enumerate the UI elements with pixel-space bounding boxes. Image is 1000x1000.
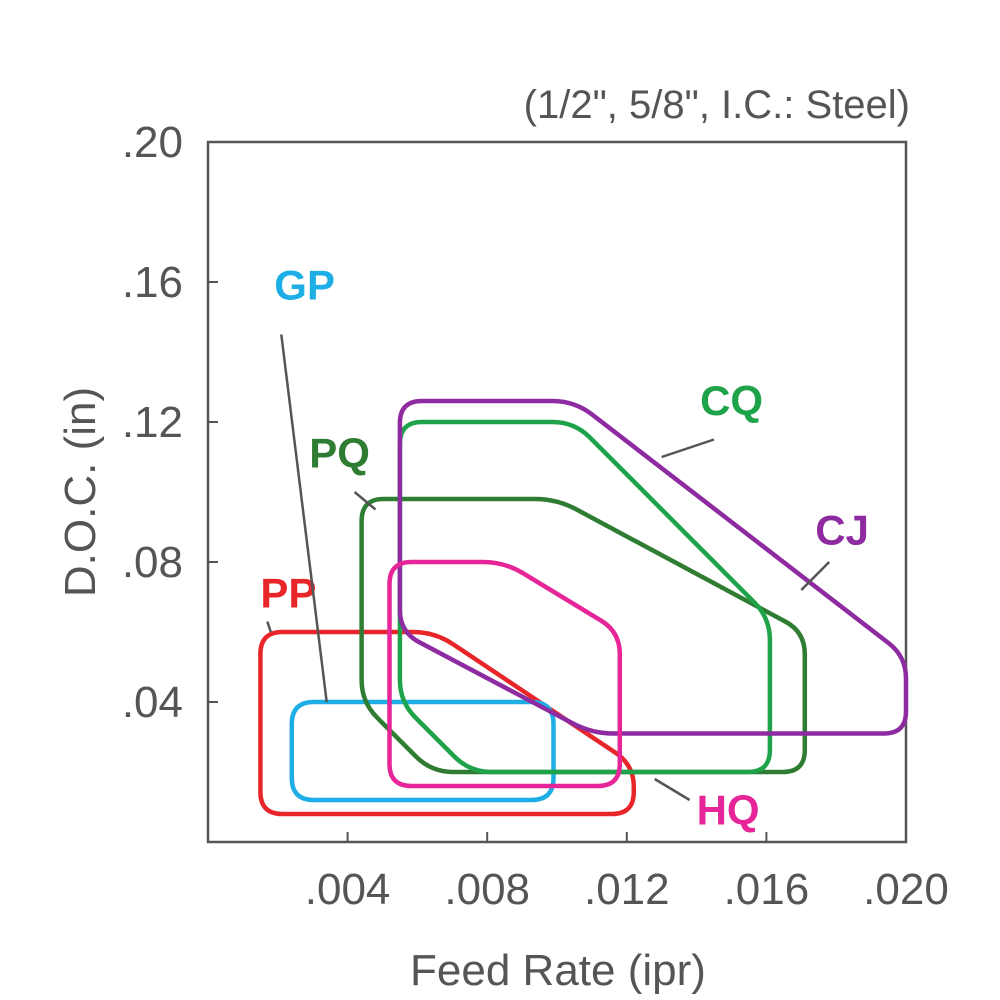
leader-line-pp bbox=[266, 621, 272, 633]
leader-line-hq bbox=[654, 777, 691, 802]
y-tick-label: .12 bbox=[122, 398, 183, 447]
plot-frame bbox=[206, 140, 908, 844]
x-axis-label: Feed Rate (ipr) bbox=[410, 946, 706, 995]
region-hq bbox=[387, 559, 623, 789]
region-label-cj: CJ bbox=[815, 507, 869, 554]
region-label-gp: GP bbox=[274, 262, 335, 309]
region-label-pp: PP bbox=[260, 570, 316, 617]
x-tick-label: .008 bbox=[444, 865, 530, 914]
x-tick-label: .012 bbox=[584, 865, 670, 914]
region-pp bbox=[258, 629, 637, 817]
region-cq bbox=[397, 419, 773, 775]
y-tick-label: .16 bbox=[122, 258, 183, 307]
region-cj bbox=[397, 398, 909, 736]
region-gp bbox=[289, 699, 556, 803]
leader-line-cj bbox=[800, 561, 831, 591]
x-tick-label: .020 bbox=[863, 865, 949, 914]
x-tick-label: .004 bbox=[305, 865, 391, 914]
chart-note: (1/2", 5/8", I.C.: Steel) bbox=[524, 83, 910, 127]
leader-line-pq bbox=[353, 491, 377, 511]
x-tick-label: .016 bbox=[724, 865, 810, 914]
x-axis-ticks: .004 .008 .012 .016 .020 bbox=[305, 832, 949, 914]
y-axis-ticks: .04 .08 .12 .16 .20 bbox=[122, 118, 218, 727]
y-tick-label: .04 bbox=[122, 678, 183, 727]
y-tick-label: .20 bbox=[122, 118, 183, 167]
region-label-pq: PQ bbox=[309, 430, 370, 477]
region-label-cq: CQ bbox=[700, 377, 763, 424]
y-tick-label: .08 bbox=[122, 538, 183, 587]
region-label-hq: HQ bbox=[697, 787, 760, 834]
leader-line-cq bbox=[661, 438, 715, 459]
region-pq bbox=[359, 496, 808, 775]
y-axis-label: D.O.C. (in) bbox=[56, 387, 105, 597]
regions: PP GP PQ CQ CJ HQ bbox=[258, 262, 909, 834]
leader-line-gp bbox=[280, 334, 328, 703]
